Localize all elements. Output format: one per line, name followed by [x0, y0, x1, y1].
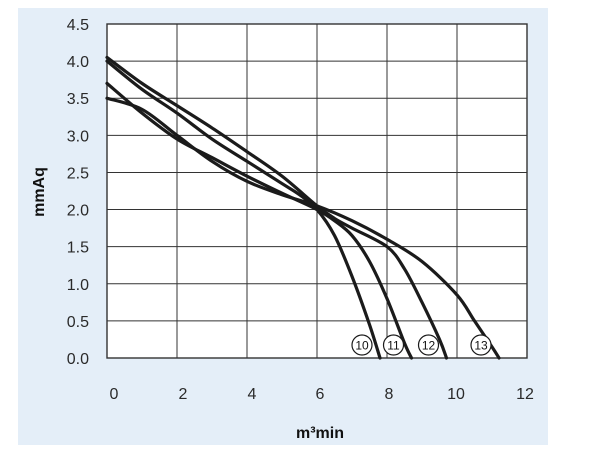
y-tick-label: 3.0: [67, 128, 89, 145]
performance-curves: [105, 55, 501, 360]
curve-tag-circle: [470, 334, 492, 356]
curve-tag-label: 11: [387, 339, 400, 353]
x-tick-label: 6: [316, 386, 325, 403]
x-tick-label: 12: [516, 386, 534, 403]
y-tick-label: 1.0: [67, 277, 89, 294]
curve-tag-label: 10: [355, 339, 369, 353]
y-axis-title: mmAq: [31, 167, 48, 217]
x-tick-label: 8: [385, 386, 394, 403]
curve-tag-13: 13: [470, 334, 492, 356]
y-tick-label: 0.0: [67, 351, 89, 368]
curve-12: [105, 55, 449, 360]
curve-tag-10: 10: [351, 334, 373, 356]
curve-tag-12: 12: [417, 334, 440, 356]
curve-13: [105, 96, 501, 360]
plot-frame: [106, 23, 528, 359]
curve-10: [105, 59, 382, 360]
curve-11: [105, 81, 414, 360]
x-tick-label: 0: [110, 386, 119, 403]
curve-tags: 10 11 12 13: [351, 334, 492, 356]
y-tick-label: 3.5: [67, 91, 89, 108]
curve-tag-11: 11: [382, 334, 405, 356]
y-tick-label: 1.5: [67, 240, 89, 257]
curve-tag-circle: [351, 334, 373, 356]
curve-tag-label: 12: [422, 339, 436, 353]
y-tick-label: 4.0: [67, 54, 89, 71]
y-tick-label: 0.5: [67, 314, 89, 331]
x-tick-label: 2: [179, 386, 188, 403]
x-tick-label: 10: [447, 386, 465, 403]
curve-tag-circle: [382, 334, 405, 356]
x-axis-title: m³min: [296, 425, 344, 442]
x-tick-label: 4: [248, 386, 257, 403]
curve-tag-label: 13: [474, 339, 488, 353]
curve-tag-circle: [417, 334, 440, 356]
y-tick-label: 4.5: [67, 17, 89, 34]
y-tick-label: 2.0: [67, 203, 89, 220]
y-tick-label: 2.5: [67, 165, 89, 182]
